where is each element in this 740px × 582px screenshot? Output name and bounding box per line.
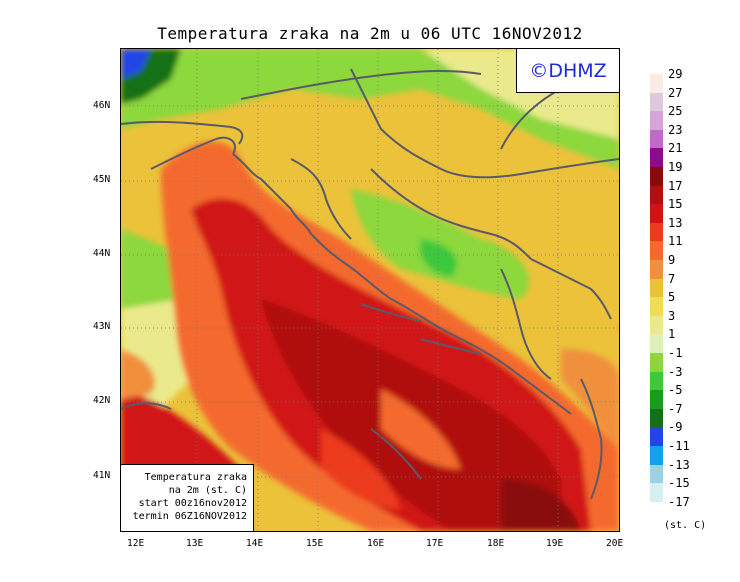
- legend-swatch: [650, 260, 663, 279]
- legend-label: -13: [668, 457, 690, 472]
- legend-label: 25: [668, 104, 683, 119]
- legend-label: -3: [668, 364, 683, 379]
- legend-swatch: [650, 204, 663, 223]
- lat-label: 45N: [93, 174, 111, 185]
- legend-swatch: [650, 427, 663, 446]
- forecast-info-box: Temperatura zraka na 2m (st. C) start 00…: [120, 464, 254, 532]
- lon-label: 14E: [246, 538, 264, 549]
- info-units: na 2m (st. C): [168, 485, 247, 496]
- legend-swatch: [650, 334, 663, 353]
- legend-label: 13: [668, 215, 683, 230]
- info-variable: Temperatura zraka: [144, 472, 247, 483]
- lat-label: 43N: [93, 321, 111, 332]
- legend-swatch: [650, 167, 663, 186]
- coastline: [121, 68, 619, 500]
- legend-label: -11: [668, 439, 690, 453]
- dhmz-logo: ©DHMZ: [516, 48, 620, 93]
- info-valid: termin 06Z16NOV2012: [132, 511, 247, 522]
- legend-swatch: [650, 74, 663, 93]
- legend-swatch: [650, 92, 663, 112]
- temperature-map: [120, 48, 620, 532]
- legend-label: 7: [668, 271, 676, 286]
- lon-label: 17E: [426, 538, 444, 549]
- lon-label: 15E: [306, 538, 324, 549]
- legend-label: 9: [668, 253, 676, 267]
- legend-unit: (st. C): [664, 520, 707, 531]
- legend-label: 11: [668, 234, 683, 249]
- legend-swatch: [650, 241, 663, 260]
- legend-swatch: [650, 297, 663, 316]
- lat-label: 41N: [93, 470, 111, 481]
- lat-label: 44N: [93, 248, 111, 259]
- legend-label: -17: [668, 494, 690, 509]
- legend-label: -15: [668, 476, 690, 491]
- map-title: Temperatura zraka na 2m u 06 UTC 16NOV20…: [157, 24, 583, 43]
- legend-label: 5: [668, 290, 676, 305]
- legend-label: 29: [668, 67, 683, 81]
- legend-swatch: [650, 464, 663, 484]
- legend-label: 1: [668, 327, 676, 342]
- legend-swatch: [650, 148, 663, 167]
- legend-swatch: [650, 278, 663, 298]
- info-start: start 00z16nov2012: [138, 498, 247, 509]
- legend-swatch: [650, 111, 663, 130]
- legend-swatch: [650, 501, 663, 521]
- lat-label: 42N: [93, 395, 111, 406]
- lon-label: 20E: [606, 538, 624, 549]
- lon-label: 13E: [186, 538, 204, 549]
- legend-swatch: [650, 371, 663, 391]
- legend-label: -7: [668, 401, 683, 416]
- lon-label: 16E: [367, 538, 385, 549]
- lon-label: 19E: [546, 538, 564, 549]
- lat-label: 46N: [93, 100, 111, 111]
- legend-label: 27: [668, 85, 683, 100]
- legend-swatch: [650, 222, 663, 242]
- legend-label: -1: [668, 346, 683, 360]
- legend-label: 19: [668, 160, 683, 174]
- legend-label: 15: [668, 197, 683, 212]
- legend-swatch: [650, 483, 663, 502]
- legend-swatch: [650, 390, 663, 409]
- legend-label: -9: [668, 420, 683, 435]
- legend-swatch: [650, 185, 663, 205]
- lon-label: 18E: [487, 538, 505, 549]
- legend-swatch: [650, 408, 663, 428]
- legend-swatch: [650, 129, 663, 149]
- legend-label: 3: [668, 308, 676, 323]
- legend-label: 17: [668, 178, 683, 193]
- legend-label: 21: [668, 141, 683, 156]
- legend-swatch: [650, 353, 663, 372]
- legend-swatch: [650, 446, 663, 465]
- legend-label: 23: [668, 122, 683, 137]
- lon-label: 12E: [127, 538, 145, 549]
- legend-label: -5: [668, 383, 683, 398]
- legend-swatch: [650, 315, 663, 335]
- temperature-field: [121, 49, 619, 531]
